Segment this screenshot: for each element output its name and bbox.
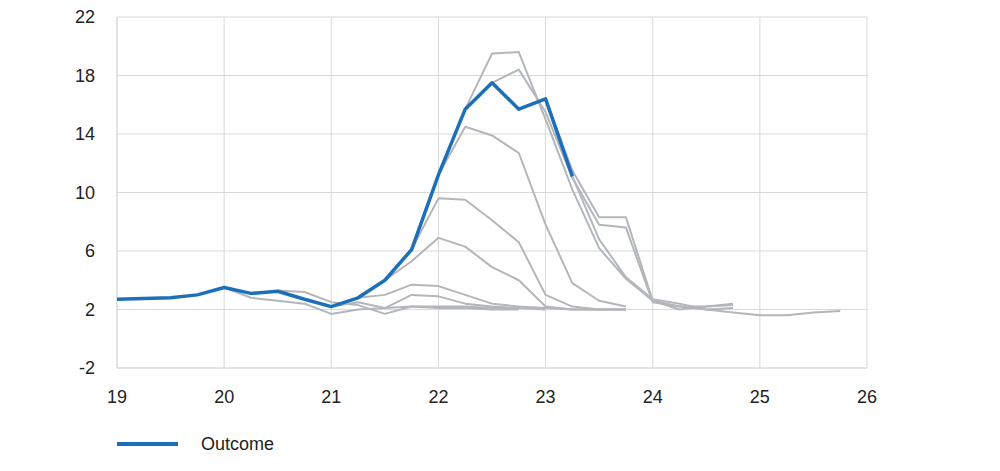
legend: Outcome	[117, 434, 274, 454]
y-tick-label: -2	[79, 358, 95, 378]
tick-labels: -226101418221920212223242526	[75, 7, 877, 407]
forecast-line	[572, 176, 840, 315]
x-grid-line	[117, 17, 118, 368]
x-tick-label: 22	[428, 387, 448, 407]
x-tick-label: 25	[750, 387, 770, 407]
x-grid-line	[545, 17, 546, 368]
forecast-line	[385, 238, 626, 310]
y-axis-line	[117, 17, 118, 368]
x-tick-label: 21	[321, 387, 341, 407]
x-tick-label: 23	[536, 387, 556, 407]
legend-label: Outcome	[201, 434, 274, 454]
forecast-line	[358, 285, 626, 310]
x-grid-line	[224, 17, 225, 368]
chart: -226101418221920212223242526Outcome	[0, 0, 1000, 471]
y-grid-line	[117, 368, 867, 369]
y-tick-label: 18	[75, 66, 95, 86]
y-tick-label: 6	[85, 241, 95, 261]
outcome-line	[117, 83, 572, 307]
y-tick-label: 14	[75, 124, 95, 144]
forecast-line	[465, 52, 733, 309]
y-grid-line	[117, 75, 867, 76]
y-grid-line	[117, 192, 867, 193]
legend-swatch	[117, 442, 178, 446]
x-grid-line	[438, 17, 439, 368]
forecast-line	[546, 99, 734, 310]
x-tick-label: 26	[857, 387, 877, 407]
x-tick-label: 20	[214, 387, 234, 407]
y-tick-label: 10	[75, 183, 95, 203]
x-grid-line	[867, 17, 868, 368]
grid	[117, 17, 867, 368]
y-grid-line	[117, 251, 867, 252]
y-tick-label: 22	[75, 7, 95, 27]
plot-area	[117, 52, 840, 315]
x-tick-label: 19	[107, 387, 127, 407]
x-axis-line	[117, 368, 867, 369]
x-grid-line	[652, 17, 653, 368]
y-tick-label: 2	[85, 300, 95, 320]
x-grid-line	[331, 17, 332, 368]
x-tick-label: 24	[643, 387, 663, 407]
y-grid-line	[117, 134, 867, 135]
y-grid-line	[117, 17, 867, 18]
